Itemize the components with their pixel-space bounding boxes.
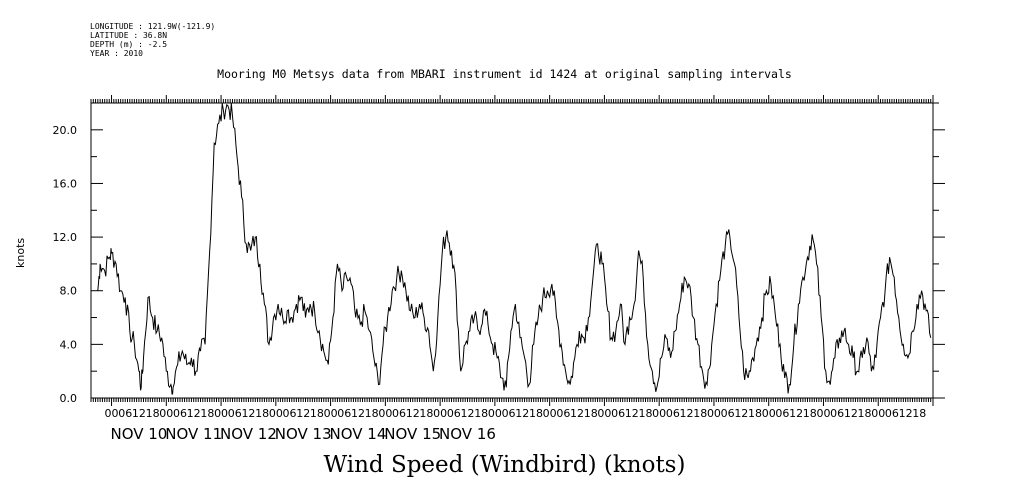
x-tick-label-date: NOV 15: [384, 425, 441, 443]
x-tick-label-hour: 06: [283, 407, 297, 420]
x-tick-label-hour: 18: [146, 407, 160, 420]
x-tick-label-hour: 18: [748, 407, 762, 420]
year-label: YEAR : 2010: [90, 49, 143, 58]
series-line-wind-speed: [97, 103, 932, 395]
x-tick-label-hour: 00: [159, 407, 173, 420]
x-tick-label-hour: 12: [132, 407, 146, 420]
x-tick-label-hour: 12: [461, 407, 475, 420]
chart-title: Mooring M0 Metsys data from MBARI instru…: [217, 67, 792, 81]
y-tick-label: 12.0: [53, 231, 78, 244]
x-tick-label-hour: 06: [666, 407, 680, 420]
x-tick-label-hour: 18: [365, 407, 379, 420]
x-tick-label-hour: 06: [392, 407, 406, 420]
y-tick-label: 20.0: [53, 124, 78, 137]
y-tick-label: 16.0: [53, 177, 78, 190]
latitude-label: LATITUDE : 36.8N: [90, 31, 168, 40]
x-tick-label-date: NOV 13: [275, 425, 332, 443]
longitude-label: LONGITUDE : 121.9W(-121.9): [90, 22, 216, 31]
x-tick-label-hour: 06: [337, 407, 351, 420]
x-tick-label-hour: 00: [543, 407, 557, 420]
x-tick-label-hour: 00: [652, 407, 666, 420]
x-tick-label-hour: 12: [844, 407, 858, 420]
x-tick-label-hour: 18: [858, 407, 872, 420]
x-tick-label-hour: 18: [200, 407, 214, 420]
x-tick-label-hour: 06: [502, 407, 516, 420]
x-tick-label-hour: 06: [775, 407, 789, 420]
x-tick-label-hour: 00: [816, 407, 830, 420]
x-tick-label-hour: 06: [611, 407, 625, 420]
y-tick-label: 0.0: [60, 392, 78, 405]
x-tick-label-hour: 12: [680, 407, 694, 420]
series-group: [97, 103, 932, 395]
x-tick-label-date: NOV 14: [330, 425, 387, 443]
x-tick-label-hour: 00: [214, 407, 228, 420]
y-tick-label: 4.0: [60, 338, 78, 351]
x-tick-label-hour: 06: [830, 407, 844, 420]
x-tick-label-hour: 00: [762, 407, 776, 420]
x-tick-label-hour: 18: [693, 407, 707, 420]
x-tick-label-hour: 12: [789, 407, 803, 420]
x-tick-label-hour: 00: [488, 407, 502, 420]
x-tick-label-hour: 06: [118, 407, 132, 420]
plot-frame: [90, 102, 934, 399]
x-tick-label-hour: 00: [324, 407, 338, 420]
x-tick-label-hour: 00: [433, 407, 447, 420]
x-tick-label-hour: 18: [803, 407, 817, 420]
x-tick-label-hour: 12: [406, 407, 420, 420]
x-tick-label-date: NOV 16: [439, 425, 496, 443]
x-tick-label-hour: 12: [296, 407, 310, 420]
y-tick-label: 8.0: [60, 285, 78, 298]
x-tick-label-hour: 06: [885, 407, 899, 420]
x-tick-label-hour: 00: [597, 407, 611, 420]
x-tick-label-hour: 12: [625, 407, 639, 420]
x-tick-label-hour: 06: [447, 407, 461, 420]
x-tick-label-hour: 06: [173, 407, 187, 420]
x-tick-label-hour: 18: [529, 407, 543, 420]
x-tick-label-date: NOV 11: [165, 425, 222, 443]
x-tick-label-hour: 18: [255, 407, 269, 420]
chart-bottom-title: Wind Speed (Windbird) (knots): [323, 452, 686, 478]
x-tick-label-hour: 00: [378, 407, 392, 420]
x-tick-label-hour: 12: [241, 407, 255, 420]
x-tick-label-date: NOV 12: [220, 425, 277, 443]
depth-label: DEPTH (m) : -2.5: [90, 40, 168, 49]
x-tick-label-hour: 06: [556, 407, 570, 420]
x-tick-label-hour: 00: [269, 407, 283, 420]
x-tick-label-hour: 12: [187, 407, 201, 420]
x-tick-label-hour: 00: [871, 407, 885, 420]
x-tick-label-hour: 18: [419, 407, 433, 420]
x-tick-label-hour: 18: [912, 407, 926, 420]
x-tick-label-hour: 18: [474, 407, 488, 420]
x-tick-label-date: NOV 10: [110, 425, 167, 443]
x-tick-label-hour: 00: [105, 407, 119, 420]
x-tick-label-hour: 18: [638, 407, 652, 420]
x-tick-label-hour: 06: [228, 407, 242, 420]
plot-axes: 00 06 12 18 00 06 12 18 00 06 12 18 00 06 12 18 00 06 12 18…: [53, 95, 945, 443]
x-tick-label-hour: 18: [584, 407, 598, 420]
x-tick-label-hour: 12: [899, 407, 913, 420]
x-tick-label-hour: 12: [351, 407, 365, 420]
x-tick-label-hour: 12: [734, 407, 748, 420]
x-tick-label-hour: 12: [570, 407, 584, 420]
x-tick-label-hour: 06: [721, 407, 735, 420]
x-tick-label-hour: 12: [515, 407, 529, 420]
x-tick-label-hour: 18: [310, 407, 324, 420]
x-tick-label-hour: 00: [707, 407, 721, 420]
